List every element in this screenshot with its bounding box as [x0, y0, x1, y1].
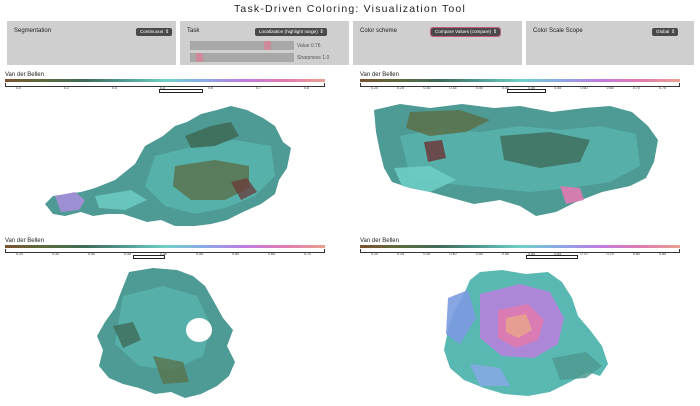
tick-label: 0.20	[16, 252, 23, 256]
chevron-updown-icon: ⇕	[671, 29, 676, 35]
tick-label: 0.35	[449, 86, 457, 90]
sharpness-slider[interactable]	[190, 53, 294, 62]
highlight-range-brush[interactable]	[526, 255, 578, 259]
color-scale-axis	[360, 249, 680, 253]
color-scale-scope-label: Color Scale Scope	[533, 28, 583, 34]
segmentation-panel: Segmentation Continuous ⇕	[7, 21, 176, 65]
tick-label: 0.0	[16, 86, 21, 90]
tick-label: 0.55	[501, 252, 509, 256]
lower-austria-choropleth-map[interactable]	[93, 266, 243, 400]
tick-label: 0.45	[501, 86, 509, 90]
tick-label: 0.20	[371, 252, 378, 256]
map-title: Van der Bellen	[360, 72, 399, 78]
tick-label: 0.45	[124, 252, 131, 256]
value-slider[interactable]	[190, 41, 294, 50]
color-scale-axis	[5, 249, 325, 253]
task-select-value: Localization (highlight range)	[259, 29, 318, 34]
tick-label: 0.65	[268, 252, 275, 256]
tick-label: 0.25	[397, 86, 405, 90]
value-slider-label: Value 0.76	[297, 43, 321, 49]
tick-labels: 0.20 0.25 0.30 0.35 0.40 0.45 0.50 0.55 0.60 0.65…	[360, 72, 680, 92]
task-select[interactable]: Localization (highlight range) ⇕	[255, 28, 327, 36]
tick-label: 0.25	[397, 252, 405, 256]
tick-label: 0.70	[304, 252, 311, 256]
tick-label: 0.80	[632, 252, 640, 256]
tick-label: 0.40	[475, 86, 483, 90]
segmentation-select[interactable]: Continuous ⇕	[136, 28, 173, 36]
tick-label: 0.55	[196, 252, 203, 256]
carinthia-choropleth-map[interactable]	[370, 96, 665, 222]
map-title: Van der Bellen	[5, 238, 44, 244]
tick-label: 0.65	[606, 86, 614, 90]
tick-label: 0.8	[304, 86, 309, 90]
sharpness-slider-thumb[interactable]	[195, 53, 203, 62]
tick-labels: 0.20 0.25 0.30 0.40 0.50 0.55 0.60 0.65 0.70 0.75…	[360, 238, 680, 258]
tick-label: 0.7	[256, 86, 261, 90]
color-scheme-select[interactable]: Compare Values (compare) ⇕	[429, 27, 502, 37]
tick-label: 0.5	[160, 86, 165, 90]
tick-label: 0.40	[88, 252, 95, 256]
tick-labels: 0.0 0.2 0.4 0.5 0.6 0.7 0.8	[5, 72, 325, 92]
color-scale-bar	[5, 245, 325, 248]
sharpness-slider-label: Sharpness 1.0	[297, 55, 330, 61]
tick-label: 0.20	[371, 86, 378, 90]
tick-label: 0.60	[232, 252, 239, 256]
color-scale-scope-select-value: Global	[656, 29, 670, 34]
tick-label: 0.30	[52, 252, 59, 256]
vienna-choropleth-map[interactable]	[440, 268, 612, 398]
chevron-updown-icon: ⇕	[319, 29, 324, 35]
tick-label: 0.55	[554, 86, 562, 90]
tick-label: 0.60	[528, 252, 536, 256]
tick-label: 0.70	[580, 252, 588, 256]
color-scale-bar	[5, 79, 325, 82]
color-scale-scope-panel: Color Scale Scope Global ⇕	[526, 21, 694, 65]
task-panel: Task Localization (highlight range) ⇕ Va…	[180, 21, 349, 65]
map-title: Van der Bellen	[5, 72, 44, 78]
app-title: Task-Driven Coloring: Visualization Tool	[233, 3, 467, 15]
segmentation-label: Segmentation	[14, 28, 52, 34]
tick-label: 0.50	[475, 252, 483, 256]
tick-label: 0.60	[580, 86, 588, 90]
color-scale-axis	[360, 83, 680, 87]
tick-labels: 0.20 0.30 0.40 0.45 0.50 0.55 0.60 0.65 0.70	[5, 238, 325, 258]
chevron-updown-icon: ⇕	[165, 29, 170, 35]
highlight-range-brush[interactable]	[158, 89, 204, 93]
color-scale-scope-select[interactable]: Global ⇕	[652, 28, 679, 36]
tick-label: 0.40	[449, 252, 457, 256]
tick-label: 0.70	[632, 86, 640, 90]
color-scale-axis	[5, 83, 325, 87]
tick-label: 0.50	[160, 252, 167, 256]
color-scheme-label: Color scheme	[360, 28, 398, 34]
highlight-range-brush[interactable]	[133, 255, 165, 259]
chevron-updown-icon: ⇕	[492, 29, 498, 35]
tick-label: 0.85	[659, 252, 666, 256]
color-scheme-panel: Color scheme Compare Values (compare) ⇕	[353, 21, 522, 65]
segmentation-select-value: Continuous	[140, 29, 164, 34]
color-scale-bar	[360, 79, 680, 82]
tick-label: 0.75	[659, 86, 666, 90]
tick-label: 0.50	[528, 86, 536, 90]
color-scheme-select-value: Compare Values (compare)	[435, 29, 492, 34]
tick-label: 0.75	[606, 252, 614, 256]
map-panel-lower-austria: Van der Bellen 0.20 0.30 0.40 0.45 0.50 0.55 0…	[5, 238, 325, 403]
map-panel-vienna: Van der Bellen 0.20 0.25 0.30 0.40 0.50 0.55 0…	[360, 238, 680, 403]
tick-label: 0.30	[423, 86, 431, 90]
map-panel-carinthia: Van der Bellen 0.20 0.25 0.30 0.35 0.40 0.45 0…	[360, 72, 680, 232]
task-label: Task	[187, 28, 200, 34]
color-scale-bar	[360, 245, 680, 248]
highlight-range-brush[interactable]	[507, 89, 546, 93]
austria-choropleth-map[interactable]	[35, 96, 305, 231]
tick-label: 0.6	[208, 86, 213, 90]
tick-label: 0.4	[112, 86, 117, 90]
map-panel-austria: Van der Bellen 0.0 0.2 0.4 0.5 0.6 0.7 0.8	[5, 72, 325, 232]
map-title: Van der Bellen	[360, 238, 399, 244]
tick-label: 0.65	[554, 252, 562, 256]
tick-label: 0.2	[64, 86, 69, 90]
value-slider-thumb[interactable]	[263, 41, 271, 50]
tick-label: 0.30	[423, 252, 431, 256]
